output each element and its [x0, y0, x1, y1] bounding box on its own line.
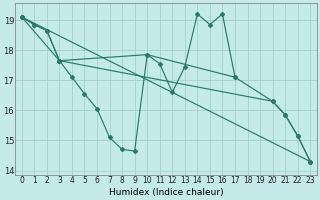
X-axis label: Humidex (Indice chaleur): Humidex (Indice chaleur) [109, 188, 223, 197]
